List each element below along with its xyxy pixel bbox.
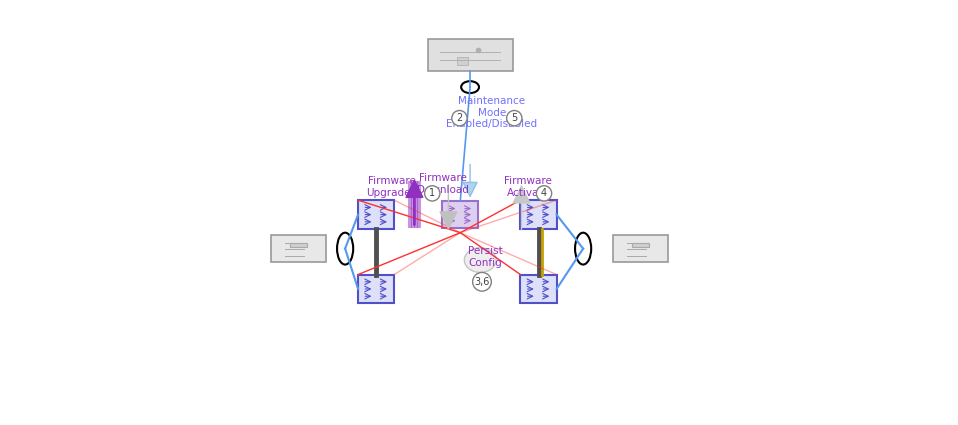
FancyBboxPatch shape — [427, 40, 513, 71]
Text: Firmware
Activate: Firmware Activate — [504, 176, 552, 198]
Ellipse shape — [461, 81, 479, 93]
Text: 2: 2 — [456, 113, 463, 123]
FancyBboxPatch shape — [632, 243, 649, 247]
Text: 4: 4 — [541, 188, 547, 198]
Ellipse shape — [465, 248, 496, 272]
FancyBboxPatch shape — [358, 200, 394, 229]
Circle shape — [424, 186, 440, 201]
Text: Maintenance
Mode
Enabled/Disabled: Maintenance Mode Enabled/Disabled — [446, 96, 537, 129]
Circle shape — [536, 186, 552, 201]
FancyBboxPatch shape — [290, 243, 307, 247]
Circle shape — [472, 272, 491, 291]
Text: 5: 5 — [512, 113, 517, 123]
Circle shape — [452, 110, 468, 126]
FancyBboxPatch shape — [271, 235, 326, 263]
FancyBboxPatch shape — [520, 200, 557, 229]
Ellipse shape — [337, 233, 354, 264]
Circle shape — [476, 48, 481, 53]
Text: 1: 1 — [429, 188, 435, 198]
FancyBboxPatch shape — [358, 275, 394, 303]
FancyBboxPatch shape — [613, 235, 668, 263]
Text: Persist
Config: Persist Config — [468, 246, 503, 268]
FancyBboxPatch shape — [457, 57, 468, 65]
FancyBboxPatch shape — [443, 201, 478, 229]
Text: Firmware
Upgraded: Firmware Upgraded — [366, 176, 418, 198]
FancyBboxPatch shape — [520, 275, 557, 303]
Text: Firmware
Download: Firmware Download — [417, 173, 468, 195]
Text: 3,6: 3,6 — [474, 277, 490, 287]
Circle shape — [507, 110, 522, 126]
Ellipse shape — [575, 233, 591, 264]
